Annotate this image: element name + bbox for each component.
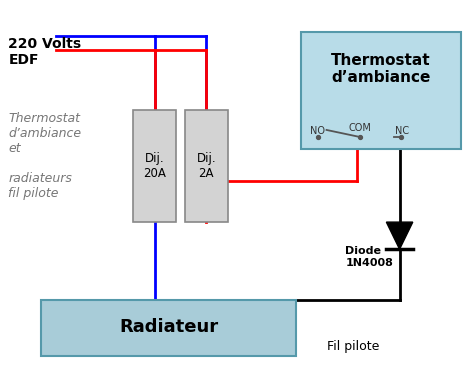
FancyBboxPatch shape: [133, 110, 176, 222]
Text: Dij.
2A: Dij. 2A: [197, 152, 216, 180]
Text: 220 Volts
EDF: 220 Volts EDF: [9, 37, 82, 67]
Text: Thermostat
d’ambiance
et

radiateurs
fil pilote: Thermostat d’ambiance et radiateurs fil …: [9, 112, 82, 200]
Text: Fil pilote: Fil pilote: [327, 340, 379, 353]
FancyBboxPatch shape: [41, 300, 296, 356]
Text: Dij.
20A: Dij. 20A: [143, 152, 166, 180]
FancyBboxPatch shape: [301, 32, 461, 149]
Text: Thermostat
d’ambiance: Thermostat d’ambiance: [331, 53, 430, 85]
Text: Diode
1N4008: Diode 1N4008: [346, 246, 393, 268]
Text: NC: NC: [395, 126, 409, 136]
Text: NO: NO: [310, 126, 325, 136]
Text: Radiateur: Radiateur: [119, 318, 218, 337]
Text: COM: COM: [348, 123, 371, 133]
Polygon shape: [386, 222, 413, 249]
FancyBboxPatch shape: [185, 110, 228, 222]
